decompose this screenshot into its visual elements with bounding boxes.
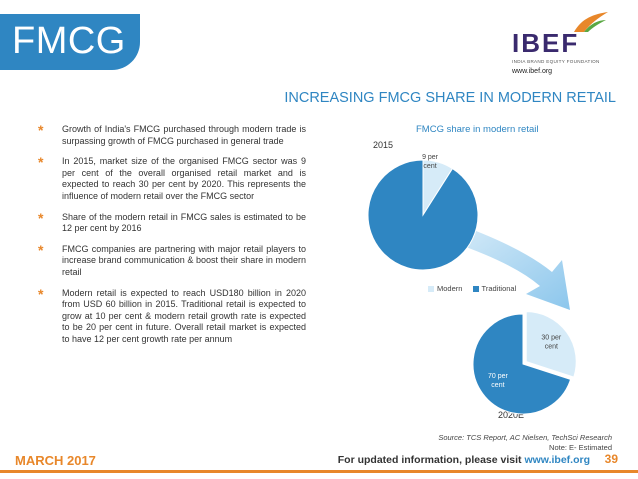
logo-tagline: INDIA BRAND EQUITY FOUNDATION — [512, 59, 600, 64]
logo-word: IBEF — [512, 28, 580, 58]
footer-date: MARCH 2017 — [15, 453, 96, 468]
legend-item-modern: Modern — [428, 284, 462, 293]
star-bullet-icon: * — [38, 285, 44, 302]
bullet-text: Share of the modern retail in FMCG sales… — [62, 211, 306, 234]
footer-visit-text: For updated information, please visit — [337, 454, 525, 466]
ibef-logo: IBEF INDIA BRAND EQUITY FOUNDATION www.i… — [512, 12, 628, 75]
pie-data-label-modern: 9 per cent — [422, 154, 439, 170]
pie-legend: Modern Traditional — [428, 284, 524, 293]
estimate-note: Note: E- Estimated — [549, 443, 612, 452]
star-bullet-icon: * — [38, 154, 44, 171]
star-bullet-icon: * — [38, 209, 44, 226]
star-bullet-icon: * — [38, 122, 44, 138]
bird-logo-icon — [574, 12, 608, 32]
legend-label-modern: Modern — [437, 284, 463, 293]
page-number: 39 — [604, 452, 618, 466]
bullet-item: * Share of the modern retail in FMCG sale… — [38, 209, 306, 235]
source-line: Source: TCS Report, AC Nielsen, TechSci … — [438, 433, 612, 442]
pie-slice-modern — [422, 159, 454, 217]
pie-2020-year-label: 2020E — [498, 410, 525, 420]
pie-data-label-modern: 30 per cent — [541, 334, 562, 350]
footer-divider — [0, 470, 638, 473]
slide-heading: INCREASING FMCG SHARE IN MODERN RETAIL — [284, 90, 616, 106]
pie-data-label-traditional: 91% — [415, 272, 429, 279]
pie-slice-traditional — [472, 313, 572, 415]
legend-swatch-traditional — [472, 286, 479, 293]
bullet-item: * Growth of India's FMCG purchased throug… — [38, 122, 306, 147]
bullet-item: * In 2015, market size of the organised F… — [38, 154, 306, 202]
bullet-text: Growth of India's FMCG purchased through… — [62, 124, 306, 146]
bullet-item: * FMCG companies are partnering with majo… — [38, 241, 306, 279]
footer-text: For updated information, please visit ww… — [338, 454, 590, 466]
legend-swatch-modern — [428, 286, 434, 293]
bullet-text: Modern retail is expected to reach USD18… — [62, 287, 306, 344]
bullet-text: FMCG companies are partnering with major… — [62, 243, 306, 277]
legend-item-traditional: Traditional — [472, 284, 517, 293]
title-box: FMCG — [0, 14, 140, 70]
pie-2015-year-label: 2015 — [373, 140, 394, 150]
bullet-item: * Modern retail is expected to reach USD1… — [38, 285, 306, 346]
pie-slice-modern — [525, 311, 577, 378]
legend-label-traditional: Traditional — [481, 284, 517, 293]
footer-url-link[interactable]: www.ibef.org — [524, 454, 590, 466]
star-bullet-icon: * — [38, 241, 44, 258]
pie-slice-traditional — [367, 159, 479, 271]
slide-section-title: FMCG — [12, 20, 126, 62]
pie-2020: 30 per cent 70 per cent — [472, 311, 577, 415]
source-note: Source: TCS Report, AC Nielsen, TechSci … — [438, 433, 612, 453]
pie-2015: 9 per cent 91% — [367, 154, 479, 279]
bullet-text: In 2015, market size of the organised FM… — [62, 156, 306, 201]
pie-data-label-traditional: 70 per cent — [488, 373, 509, 389]
bullet-list: * Growth of India's FMCG purchased throug… — [38, 122, 306, 355]
logo-url[interactable]: www.ibef.org — [512, 68, 553, 75]
transition-arrow — [446, 222, 570, 310]
chart-title: FMCG share in modern retail — [416, 124, 539, 135]
